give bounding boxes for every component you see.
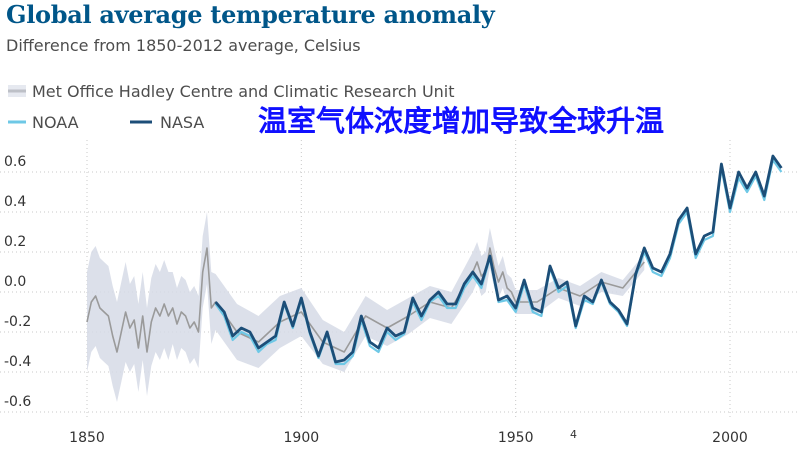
- y-tick-label: -0.2: [4, 314, 31, 330]
- y-tick-label: -0.6: [4, 394, 31, 410]
- series-line-hadcrut: [86, 247, 645, 353]
- legend-band-hadcrut: [8, 85, 26, 97]
- legend-label-noaa: NOAA: [32, 113, 79, 132]
- uncertainty-band-hadcrut: [87, 212, 645, 402]
- series-lines: [86, 154, 783, 366]
- overlay-caption: 温室气体浓度增加导致全球升温: [258, 104, 665, 138]
- x-tick-label: 1950: [498, 430, 534, 446]
- legend-label-nasa: NASA: [160, 113, 204, 132]
- chart-subtitle: Difference from 1850-2012 average, Celsi…: [6, 36, 361, 55]
- y-tick-label: 0.4: [4, 194, 26, 210]
- x-tick-label: 2000: [712, 430, 748, 446]
- y-tick-label: 0.0: [4, 274, 26, 290]
- axis-labels: 0.6 0.4 0.2 0.0 -0.2 -0.4 -0.6 1850 1900 1950 2000: [4, 154, 748, 446]
- series-line-nasa: [214, 154, 783, 364]
- x-tick-label: 1850: [69, 430, 105, 446]
- y-tick-label: -0.4: [4, 354, 31, 370]
- y-tick-label: 0.2: [4, 234, 26, 250]
- x-tick-label: 1900: [284, 430, 320, 446]
- legend-label-hadcrut: Met Office Hadley Centre and Climatic Re…: [32, 82, 455, 101]
- chart-title: Global average temperature anomaly: [6, 0, 495, 29]
- page-number: 4: [570, 428, 577, 441]
- y-tick-label: 0.6: [4, 154, 26, 170]
- uncertainty-band-layer: [87, 212, 645, 402]
- legend: Met Office Hadley Centre and Climatic Re…: [8, 82, 455, 132]
